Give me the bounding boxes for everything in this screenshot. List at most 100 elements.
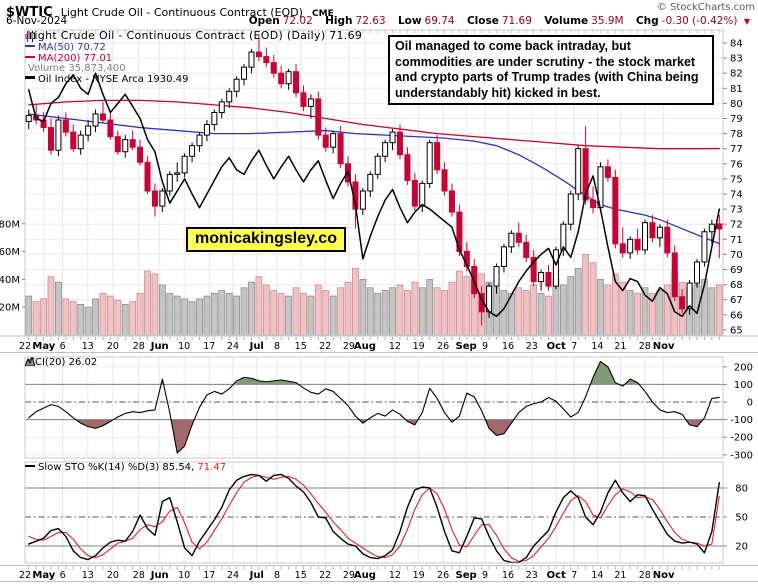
low-label: Low	[397, 15, 422, 27]
svg-text:70: 70	[730, 250, 743, 261]
svg-text:15: 15	[295, 341, 307, 352]
svg-text:16: 16	[502, 570, 514, 581]
svg-text:14: 14	[591, 341, 603, 352]
svg-text:12: 12	[389, 341, 401, 352]
main-legend: Light Crude Oil - Continuous Contract (E…	[25, 30, 362, 86]
oil-index-line-swatch	[25, 76, 35, 79]
ma200-line-swatch	[25, 55, 35, 58]
svg-text:13: 13	[82, 570, 94, 581]
exchange-label: CME	[312, 9, 334, 19]
svg-text:Nov: Nov	[653, 341, 675, 352]
svg-text:83: 83	[730, 54, 743, 65]
svg-text:24: 24	[227, 570, 239, 581]
open-label: Open	[248, 15, 280, 27]
close-label: Close	[466, 15, 499, 27]
change-value: -0.30 (-0.42%)	[661, 15, 738, 27]
svg-text:20M: 20M	[0, 303, 20, 314]
chart-header: $WTIC Light Crude Oil - Continuous Contr…	[6, 1, 754, 20]
watermark-badge: monicakingsley.co	[186, 227, 346, 252]
cci-panel-label: CCI(20) 26.02	[25, 357, 97, 368]
svg-text:20: 20	[107, 570, 119, 581]
svg-text:22: 22	[319, 570, 331, 581]
open-value: 72.02	[282, 15, 313, 27]
svg-text:16: 16	[502, 341, 514, 352]
svg-text:74: 74	[730, 190, 743, 201]
svg-text:28: 28	[133, 341, 145, 352]
svg-text:10: 10	[178, 341, 190, 352]
svg-text:Nov: Nov	[653, 570, 675, 581]
svg-text:65: 65	[730, 325, 743, 336]
svg-text:23: 23	[526, 341, 538, 352]
svg-text:29: 29	[343, 341, 355, 352]
svg-text:80: 80	[730, 99, 743, 110]
svg-text:100: 100	[734, 380, 753, 391]
change-label: Chg	[635, 15, 659, 27]
volume-label: Volume	[544, 15, 589, 27]
svg-text:60M: 60M	[0, 247, 20, 258]
svg-text:20: 20	[735, 542, 748, 553]
svg-text:22: 22	[319, 341, 331, 352]
svg-text:200: 200	[734, 362, 753, 373]
legend-price-series: Light Crude Oil - Continuous Contract (E…	[25, 30, 362, 42]
high-value: 72.63	[355, 15, 386, 27]
low-value: 69.74	[424, 15, 455, 27]
svg-text:73: 73	[730, 205, 743, 216]
svg-text:26: 26	[437, 341, 449, 352]
svg-text:8: 8	[274, 341, 280, 352]
ma50-line-swatch	[25, 45, 35, 47]
svg-text:22: 22	[19, 341, 31, 352]
svg-text:40M: 40M	[0, 275, 20, 286]
quote-row: 6-Nov-2024 Open 72.02 High 72.63 Low 69.74 …	[6, 15, 754, 29]
svg-text:29: 29	[343, 570, 355, 581]
svg-text:24: 24	[227, 341, 239, 352]
svg-text:28: 28	[639, 570, 651, 581]
svg-text:Sep: Sep	[456, 570, 477, 581]
svg-text:80: 80	[735, 484, 748, 495]
svg-text:67: 67	[730, 295, 743, 306]
svg-text:21: 21	[614, 341, 626, 352]
svg-text:84: 84	[730, 39, 743, 50]
svg-text:66: 66	[730, 310, 743, 321]
svg-text:9: 9	[482, 341, 488, 352]
svg-text:69: 69	[730, 265, 743, 276]
legend-ma200: MA(200) 77.01	[25, 53, 362, 65]
svg-text:0: 0	[747, 398, 753, 409]
legend-oil-index: Oil Index - NYSE Arca 1930.49	[25, 74, 362, 86]
legend-ma50: MA(50) 70.72	[25, 42, 362, 54]
svg-text:May: May	[32, 341, 55, 352]
svg-text:80M: 80M	[0, 219, 20, 230]
svg-text:14: 14	[591, 570, 603, 581]
svg-text:81: 81	[730, 84, 743, 95]
svg-text:72: 72	[730, 220, 743, 231]
svg-text:12: 12	[389, 570, 401, 581]
svg-text:17: 17	[203, 341, 215, 352]
svg-text:76: 76	[730, 159, 743, 170]
svg-text:50: 50	[735, 513, 748, 524]
close-value: 71.69	[501, 15, 532, 27]
svg-text:28: 28	[133, 570, 145, 581]
svg-text:13: 13	[82, 341, 94, 352]
svg-text:7: 7	[571, 570, 577, 581]
sto-panel-label: Slow STO %K(14) %D(3) 85.54, 71.47	[25, 462, 226, 473]
sto-line-swatch	[25, 464, 35, 468]
svg-text:10: 10	[178, 570, 190, 581]
volume-value: 35.9M	[591, 15, 624, 27]
svg-text:8: 8	[274, 570, 280, 581]
svg-text:Jul: Jul	[249, 341, 264, 352]
svg-text:75: 75	[730, 174, 743, 185]
svg-text:15: 15	[295, 570, 307, 581]
svg-text:82: 82	[730, 69, 743, 80]
svg-text:Jun: Jun	[150, 570, 169, 581]
svg-text:Oct: Oct	[547, 570, 566, 581]
svg-text:7: 7	[571, 341, 577, 352]
svg-text:19: 19	[413, 341, 425, 352]
svg-text:Aug: Aug	[354, 570, 376, 581]
svg-text:26: 26	[437, 570, 449, 581]
legend-volume: Volume 35,873,400	[25, 31, 362, 75]
annotation-box: Oil managed to come back intraday, but c…	[388, 35, 714, 105]
svg-text:-300: -300	[730, 450, 753, 461]
svg-text:71: 71	[730, 235, 743, 246]
copyright-text: © StockCharts.com	[656, 2, 755, 13]
svg-text:23: 23	[526, 570, 538, 581]
svg-text:Sep: Sep	[456, 341, 477, 352]
